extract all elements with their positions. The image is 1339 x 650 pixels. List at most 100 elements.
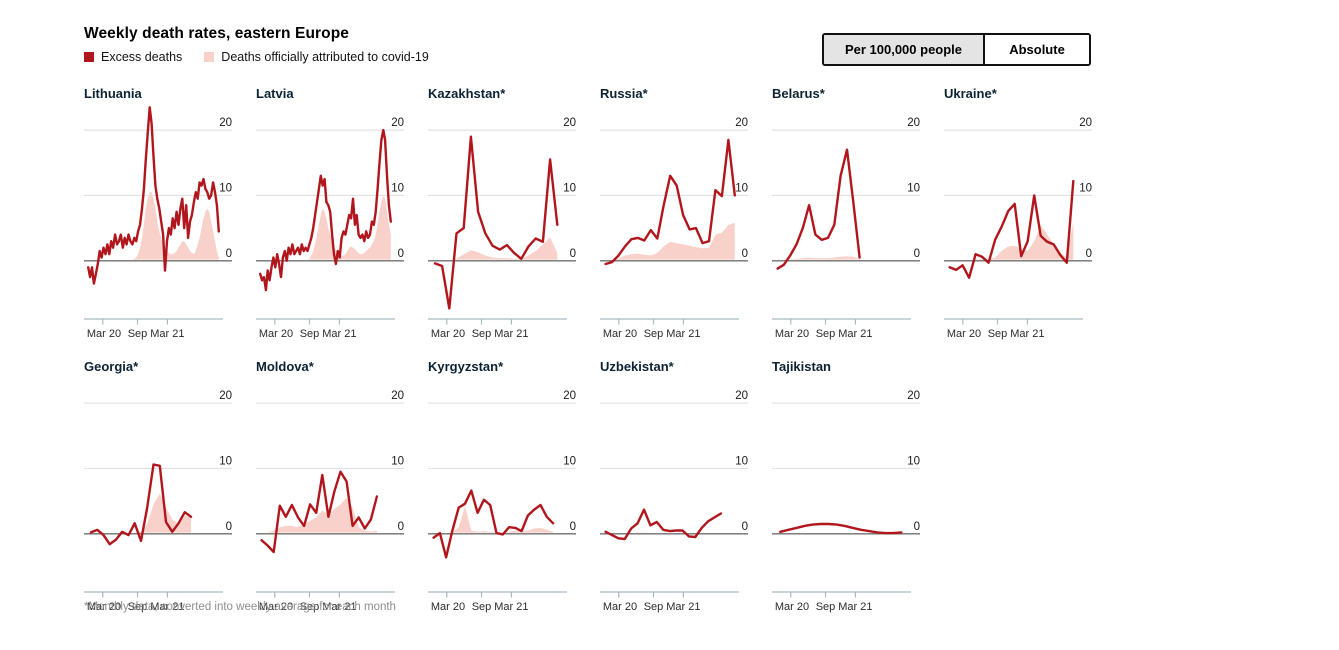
y-tick-label: 20 [907, 390, 920, 402]
covid-deaths-area [605, 222, 735, 260]
units-toggle: Per 100,000 people Absolute [822, 33, 1091, 66]
x-axis: Mar 20 Sep Mar 21 [256, 318, 395, 340]
y-tick-label: 0 [742, 521, 748, 533]
x-tick-label: Mar 21 [322, 601, 356, 613]
covid-deaths-area [433, 506, 554, 533]
chart-kazakhstan: Kazakhstan* 0 10 20 Mar 20 Sep Mar 21 [428, 86, 576, 349]
x-tick-label: Sep [644, 601, 664, 613]
excess-deaths-swatch-icon [84, 52, 94, 62]
y-tick-label: 0 [570, 521, 576, 533]
y-tick-label: 20 [219, 390, 232, 402]
y-tick-label: 10 [907, 182, 920, 194]
chart-lithuania: Lithuania 0 10 20 Mar 20 Sep Mar 21 [84, 86, 232, 349]
x-tick-label: Sep [472, 601, 492, 613]
excess-deaths-line [604, 138, 737, 266]
x-tick-label: Mar 21 [838, 601, 872, 613]
y-tick-label: 20 [735, 390, 748, 402]
excess-deaths-line [432, 489, 555, 559]
covid-deaths-area [88, 192, 219, 260]
y-tick-label: 10 [219, 182, 232, 194]
covid-deaths-area [261, 497, 377, 533]
charts-grid: Lithuania 0 10 20 Mar 20 Sep Mar 21 Latvia 0 10 20… [84, 86, 1116, 622]
y-tick-label: 0 [570, 248, 576, 260]
y-tick-label: 0 [398, 248, 404, 260]
x-tick-label: Mar 20 [775, 328, 809, 340]
y-tick-label: 20 [563, 390, 576, 402]
x-tick-label: Sep [128, 328, 148, 340]
chart-plot: 0 10 20 [84, 106, 232, 285]
x-tick-label: Mar 20 [947, 328, 981, 340]
per-100000-people-button[interactable]: Per 100,000 people [824, 35, 985, 64]
x-tick-label: Mar 20 [87, 328, 121, 340]
chart-plot: 0 10 20 [600, 117, 748, 266]
chart-title: Belarus* [772, 86, 825, 101]
x-tick-label: Sep [816, 328, 836, 340]
x-tick-label: Mar 21 [150, 328, 184, 340]
chart-title: Georgia* [84, 359, 139, 374]
x-tick-label: Sep [472, 328, 492, 340]
x-tick-label: Mar 20 [603, 601, 637, 613]
chart-tajikistan: Tajikistan 0 10 20 Mar 20 Sep Mar 21 [772, 359, 920, 622]
y-tick-label: 0 [914, 248, 920, 260]
x-tick-label: Mar 21 [322, 328, 356, 340]
x-axis: Mar 20 Sep Mar 21 [772, 318, 911, 340]
x-tick-label: Mar 21 [666, 601, 700, 613]
x-tick-label: Mar 20 [87, 601, 121, 613]
y-tick-label: 20 [219, 117, 232, 129]
x-tick-label: Mar 21 [494, 601, 528, 613]
excess-deaths-line [86, 106, 221, 285]
excess-deaths-line [604, 508, 723, 541]
y-tick-label: 10 [1079, 182, 1092, 194]
y-tick-label: 20 [563, 117, 576, 129]
chart-plot: 0 10 20 [428, 117, 576, 310]
covid-deaths-area [260, 195, 391, 260]
chart-title: Uzbekistan* [600, 359, 674, 374]
x-tick-label: Sep [300, 328, 320, 340]
y-tick-label: 0 [742, 248, 748, 260]
chart-moldova: Moldova* 0 10 20 Mar 20 Sep Mar 21 [256, 359, 404, 622]
y-tick-label: 20 [735, 117, 748, 129]
page-title: Weekly death rates, eastern Europe [84, 25, 350, 42]
chart-latvia: Latvia 0 10 20 Mar 20 Sep Mar 21 [256, 86, 404, 349]
chart-georgia: Georgia* 0 10 20 Mar 20 Sep Mar 21 [84, 359, 232, 622]
covid-deaths-swatch-icon [204, 52, 215, 62]
chart-title: Kyrgyzstan* [428, 359, 504, 374]
x-tick-label: Mar 21 [1010, 328, 1044, 340]
x-tick-label: Mar 20 [775, 601, 809, 613]
excess-deaths-line [779, 522, 903, 535]
absolute-button[interactable]: Absolute [985, 35, 1089, 64]
chart-title: Russia* [600, 86, 648, 101]
chart-title: Kazakhstan* [428, 86, 506, 101]
covid-deaths-area [949, 221, 1074, 260]
legend-item-excess: Excess deaths [84, 50, 182, 64]
excess-deaths-line [89, 463, 193, 546]
chart-ukraine: Ukraine* 0 10 20 Mar 20 Sep Mar 21 [944, 86, 1092, 349]
y-tick-label: 20 [391, 117, 404, 129]
excess-deaths-line [948, 179, 1075, 279]
legend-label: Deaths officially attributed to covid-19 [221, 50, 429, 64]
y-tick-label: 10 [391, 182, 404, 194]
x-axis: Mar 20 Sep Mar 21 [256, 591, 395, 613]
y-tick-label: 10 [219, 455, 232, 467]
chart-title: Latvia [256, 86, 294, 101]
y-tick-label: 10 [563, 182, 576, 194]
chart-belarus: Belarus* 0 10 20 Mar 20 Sep Mar 21 [772, 86, 920, 349]
x-axis: Mar 20 Sep Mar 21 [600, 318, 739, 340]
x-axis: Mar 20 Sep Mar 21 [84, 591, 223, 613]
x-tick-label: Sep [988, 328, 1008, 340]
chart-plot: 0 10 20 [600, 390, 748, 541]
excess-deaths-line [776, 148, 861, 270]
x-tick-label: Mar 21 [666, 328, 700, 340]
y-tick-label: 0 [914, 521, 920, 533]
y-tick-label: 0 [226, 521, 232, 533]
excess-deaths-line [433, 135, 559, 310]
legend-item-covid: Deaths officially attributed to covid-19 [204, 50, 429, 64]
y-tick-label: 20 [391, 390, 404, 402]
chart-plot: 0 10 20 [772, 390, 920, 535]
x-tick-label: Sep [128, 601, 148, 613]
chart-title: Lithuania [84, 86, 142, 101]
x-tick-label: Sep [300, 601, 320, 613]
x-axis: Mar 20 Sep Mar 21 [944, 318, 1083, 340]
chart-uzbekistan: Uzbekistan* 0 10 20 Mar 20 Sep Mar 21 [600, 359, 748, 622]
covid-deaths-area [435, 237, 558, 260]
